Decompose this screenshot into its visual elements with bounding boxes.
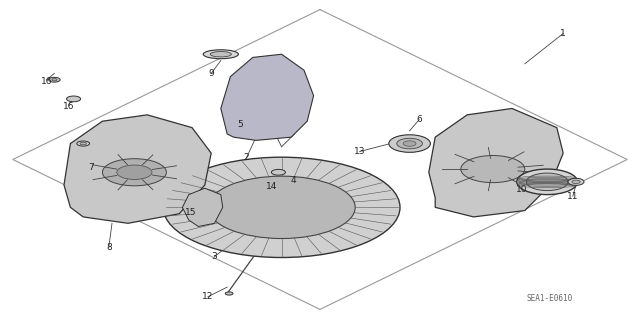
Ellipse shape — [568, 178, 584, 185]
Ellipse shape — [389, 135, 431, 152]
Ellipse shape — [204, 50, 238, 59]
Text: 4: 4 — [291, 176, 296, 185]
Polygon shape — [429, 108, 563, 217]
Ellipse shape — [527, 173, 568, 191]
Text: 5: 5 — [237, 120, 243, 129]
Text: 9: 9 — [209, 69, 214, 78]
Ellipse shape — [80, 142, 86, 145]
Text: 8: 8 — [106, 243, 111, 252]
Ellipse shape — [225, 292, 233, 295]
Text: 6: 6 — [417, 115, 422, 124]
Ellipse shape — [67, 96, 81, 102]
Polygon shape — [221, 54, 314, 140]
Text: 2: 2 — [244, 153, 249, 162]
Ellipse shape — [572, 180, 580, 184]
Ellipse shape — [102, 159, 166, 186]
Ellipse shape — [49, 77, 60, 82]
Ellipse shape — [163, 157, 400, 257]
Ellipse shape — [77, 141, 90, 146]
Text: 13: 13 — [354, 147, 365, 156]
Ellipse shape — [461, 156, 525, 183]
Text: 14: 14 — [266, 182, 278, 191]
Ellipse shape — [52, 79, 57, 81]
Polygon shape — [64, 115, 211, 223]
Ellipse shape — [117, 165, 152, 179]
Text: 7: 7 — [89, 163, 94, 172]
Text: 12: 12 — [202, 292, 214, 301]
Text: 3: 3 — [212, 252, 217, 261]
Ellipse shape — [517, 169, 578, 195]
Ellipse shape — [397, 138, 422, 149]
Text: 1: 1 — [561, 29, 566, 38]
Text: 10: 10 — [516, 185, 527, 194]
Text: 16: 16 — [63, 102, 74, 111]
Text: 15: 15 — [185, 208, 196, 217]
Ellipse shape — [208, 176, 355, 239]
Ellipse shape — [210, 52, 232, 57]
Polygon shape — [182, 188, 223, 226]
Ellipse shape — [403, 141, 416, 146]
Text: 11: 11 — [567, 192, 579, 201]
Ellipse shape — [271, 169, 285, 175]
Text: 16: 16 — [41, 77, 52, 86]
Text: SEA1-E0610: SEA1-E0610 — [527, 294, 573, 303]
